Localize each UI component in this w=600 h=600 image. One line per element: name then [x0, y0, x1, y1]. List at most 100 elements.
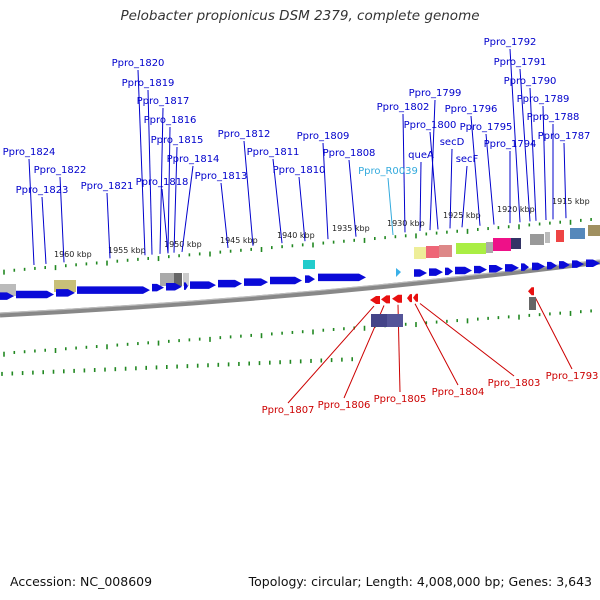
gene-label: Ppro_1811: [247, 147, 300, 158]
cog-box: [529, 297, 536, 310]
genome-backbone: [0, 259, 600, 318]
ruler-label: 1955 kbp: [108, 246, 146, 255]
cog-box: [183, 273, 189, 286]
cog-box: [387, 314, 403, 327]
gene-label: Ppro_1807: [262, 405, 315, 416]
gene-label: Ppro_1790: [504, 76, 557, 87]
forward-gene-arrow: [572, 260, 584, 268]
ruler-label: 1935 kbp: [332, 224, 370, 233]
forward-gene-arrow: [305, 275, 315, 283]
gene-label: Ppro_1810: [273, 165, 326, 176]
accession-text: Accession: NC_008609: [10, 574, 153, 589]
map-title: Pelobacter propionicus DSM 2379, complet…: [120, 8, 480, 24]
gene-label: Ppro_1796: [445, 104, 498, 115]
forward-gene-arrow: [152, 283, 164, 292]
gene-label: Ppro_1808: [323, 148, 376, 159]
forward-gene-arrow: [77, 286, 150, 294]
gene-label: Ppro_1814: [167, 154, 220, 165]
forward-gene-arrow: [16, 290, 54, 299]
forward-gene-arrow: [318, 273, 366, 282]
cog-box: [456, 243, 486, 254]
forward-gene-arrow: [559, 261, 570, 269]
reverse-gene-arrow: [370, 296, 380, 304]
gene-label: Ppro_1818: [136, 177, 189, 188]
ruler-label: 1930 kbp: [387, 219, 425, 228]
gene-label: Ppro_1820: [112, 58, 165, 69]
reverse-gene-arrow: [413, 293, 418, 302]
forward-gene-arrow: [521, 263, 529, 271]
cog-boxes: [0, 225, 600, 327]
gene-label: Ppro_1812: [218, 129, 271, 140]
gene-label: Ppro_1793: [546, 371, 599, 382]
reverse-gene-arrow: [407, 294, 412, 303]
gene-label: Ppro_1794: [484, 139, 537, 150]
ruler-label: 1940 kbp: [277, 231, 315, 240]
cog-box: [530, 234, 544, 245]
cog-box: [303, 260, 315, 269]
gene-label: Ppro_1819: [122, 78, 175, 89]
cog-box: [493, 238, 511, 251]
gene-label: secD: [440, 137, 465, 148]
forward-gene-arrow: [270, 276, 302, 285]
forward-gene-arrow: [505, 264, 519, 272]
gene-label: Ppro_1788: [527, 112, 580, 123]
reverse-gene-arrow: [528, 287, 534, 296]
cog-box: [439, 245, 452, 257]
cog-box: [414, 247, 426, 259]
cog-box: [511, 238, 521, 249]
gene-label: queA: [408, 150, 434, 161]
gene-label: Ppro_1821: [81, 181, 134, 192]
gene-label: Ppro_1791: [494, 57, 547, 68]
cog-box: [545, 232, 550, 243]
forward-gene-arrow: [445, 267, 453, 276]
cog-box: [54, 280, 76, 292]
ruler-label: 1915 kbp: [552, 197, 590, 206]
forward-gene-arrow: [218, 279, 242, 288]
forward-gene-arrow: [455, 266, 472, 275]
cog-box: [174, 273, 182, 286]
gene-label: Ppro_1789: [517, 94, 570, 105]
gene-label: Ppro_1800: [404, 120, 457, 131]
forward-gene-arrow: [547, 261, 557, 270]
forward-gene-arrow: [56, 289, 75, 297]
gene-labels: Ppro_1824Ppro_1823Ppro_1822Ppro_1821Ppro…: [3, 37, 599, 416]
cog-box: [570, 228, 585, 239]
gene-label: Ppro_1795: [460, 122, 513, 133]
cog-box: [426, 246, 439, 258]
gene-label: Ppro_1815: [151, 135, 204, 146]
gene-label: Ppro_1823: [16, 185, 69, 196]
gene-arrows: [0, 259, 600, 304]
reverse-gene-arrow: [381, 295, 390, 304]
gene-label: Ppro_1822: [34, 165, 87, 176]
forward-gene-arrow: [244, 278, 268, 286]
cog-box: [486, 242, 493, 253]
genome-summary-text: Topology: circular; Length: 4,008,000 bp…: [248, 574, 592, 589]
gene-label: Ppro_R0039: [358, 166, 418, 177]
gene-label: Ppro_1824: [3, 147, 56, 158]
forward-gene-arrow: [414, 269, 427, 277]
forward-gene-arrow: [532, 262, 545, 271]
forward-gene-arrow: [586, 259, 600, 268]
gene-label: Ppro_1799: [409, 88, 462, 99]
cog-box: [371, 314, 387, 327]
forward-gene-arrow: [190, 281, 216, 289]
ruler-label: 1925 kbp: [443, 211, 481, 220]
ruler-label: 1945 kbp: [220, 236, 258, 245]
forward-gene-arrow: [474, 265, 487, 274]
cog-box: [160, 273, 174, 286]
rna-gene-arrow: [396, 268, 401, 277]
gene-label: Ppro_1809: [297, 131, 350, 142]
gene-label: secF: [456, 154, 479, 165]
gene-label: Ppro_1805: [374, 394, 427, 405]
cog-box: [556, 230, 564, 242]
ruler-label: 1960 kbp: [54, 250, 92, 259]
forward-gene-arrow: [429, 268, 443, 276]
gene-label: Ppro_1803: [488, 378, 541, 389]
gene-label: Ppro_1787: [538, 131, 591, 142]
gene-label: Ppro_1813: [195, 171, 248, 182]
gene-label: Ppro_1792: [484, 37, 537, 48]
forward-gene-arrow: [166, 283, 182, 291]
gene-label: Ppro_1802: [377, 102, 430, 113]
gene-label: Ppro_1804: [432, 387, 485, 398]
